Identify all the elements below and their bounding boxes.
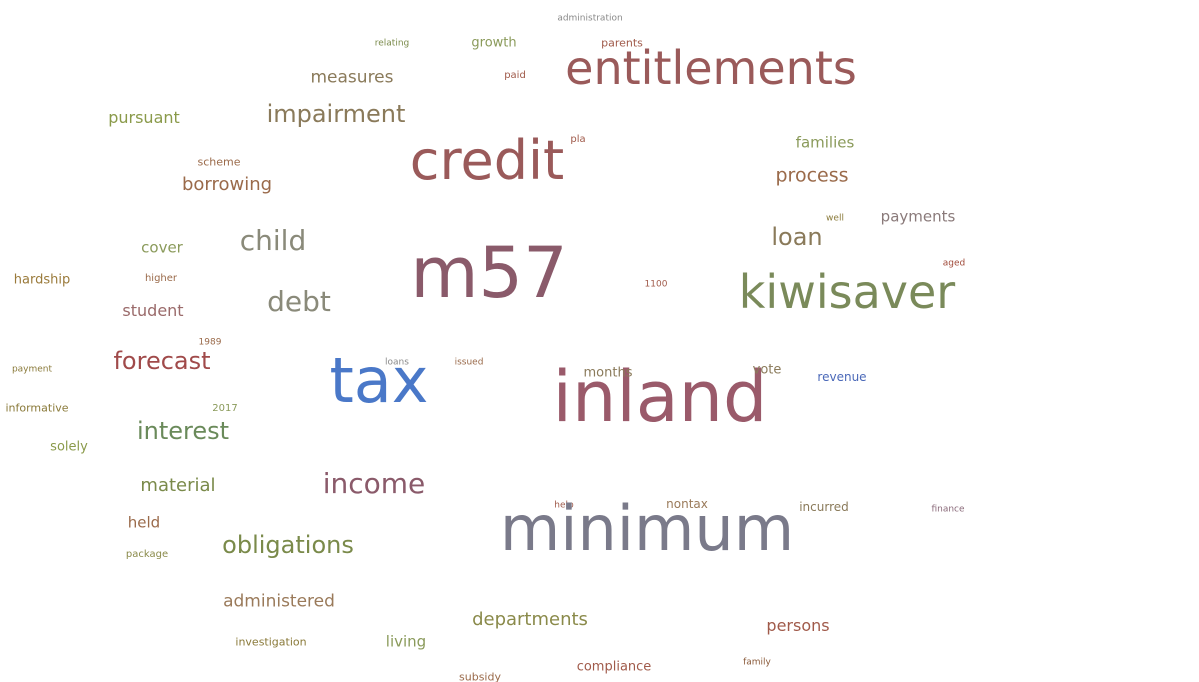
word-revenue: revenue: [817, 370, 867, 384]
word-minimum: minimum: [499, 492, 795, 565]
word-obligations: obligations: [222, 531, 354, 559]
word-administered: administered: [223, 591, 335, 612]
word-loan: loan: [771, 223, 823, 251]
word-student: student: [122, 301, 184, 320]
word-incurred: incurred: [799, 500, 849, 514]
word-growth: growth: [471, 35, 517, 51]
word-package: package: [125, 549, 169, 560]
word-child: child: [239, 224, 307, 257]
word-inland: inland: [552, 356, 768, 438]
word-debt: debt: [267, 285, 331, 318]
word-well: well: [826, 213, 844, 224]
word-borrowing: borrowing: [181, 174, 273, 195]
word-interest: interest: [136, 417, 230, 445]
word-departments: departments: [472, 609, 588, 630]
word-investigation: investigation: [235, 635, 307, 649]
word-informative: informative: [5, 401, 69, 415]
word-persons: persons: [766, 616, 830, 635]
word-1989: 1989: [198, 337, 222, 348]
word-vote: vote: [752, 362, 782, 378]
word-entitlements: entitlements: [565, 41, 857, 95]
word-impairment: impairment: [266, 100, 406, 128]
word-months: months: [583, 365, 633, 381]
word-2017: 2017: [212, 403, 238, 414]
word-forecast: forecast: [113, 347, 211, 375]
word-aged: aged: [942, 258, 966, 269]
word-subsidy: subsidy: [459, 670, 501, 682]
word-higher: higher: [144, 273, 178, 284]
word-help: help: [554, 500, 574, 511]
word-kiwisaver: kiwisaver: [738, 265, 956, 319]
word-material: material: [140, 475, 216, 496]
word-measures: measures: [310, 67, 394, 88]
word-cover: cover: [141, 238, 183, 257]
word-process: process: [775, 164, 849, 187]
word-held: held: [127, 513, 161, 532]
word-pla: pla: [570, 134, 586, 145]
word-pursuant: pursuant: [108, 108, 180, 127]
word-solely: solely: [50, 439, 88, 455]
word-finance: finance: [931, 504, 965, 515]
word-loans: loans: [385, 357, 409, 368]
word-paid: paid: [504, 70, 526, 81]
word-income: income: [322, 467, 426, 500]
word-family: family: [743, 657, 771, 668]
word-payment: payment: [11, 364, 53, 375]
word-living: living: [385, 632, 427, 651]
word-parents: parents: [601, 36, 643, 50]
word-m57: m57: [410, 232, 568, 314]
word-issued: issued: [454, 357, 484, 368]
word-relating: relating: [374, 38, 410, 49]
word-credit: credit: [409, 129, 565, 192]
word-payments: payments: [880, 207, 956, 226]
word-compliance: compliance: [576, 659, 652, 675]
word-1100: 1100: [644, 279, 668, 290]
word-tax: tax: [329, 344, 429, 417]
word-families: families: [795, 133, 855, 152]
word-scheme: scheme: [197, 155, 241, 169]
word-hardship: hardship: [13, 272, 71, 288]
word-nontax: nontax: [666, 497, 708, 511]
word-administration: administration: [557, 13, 623, 24]
